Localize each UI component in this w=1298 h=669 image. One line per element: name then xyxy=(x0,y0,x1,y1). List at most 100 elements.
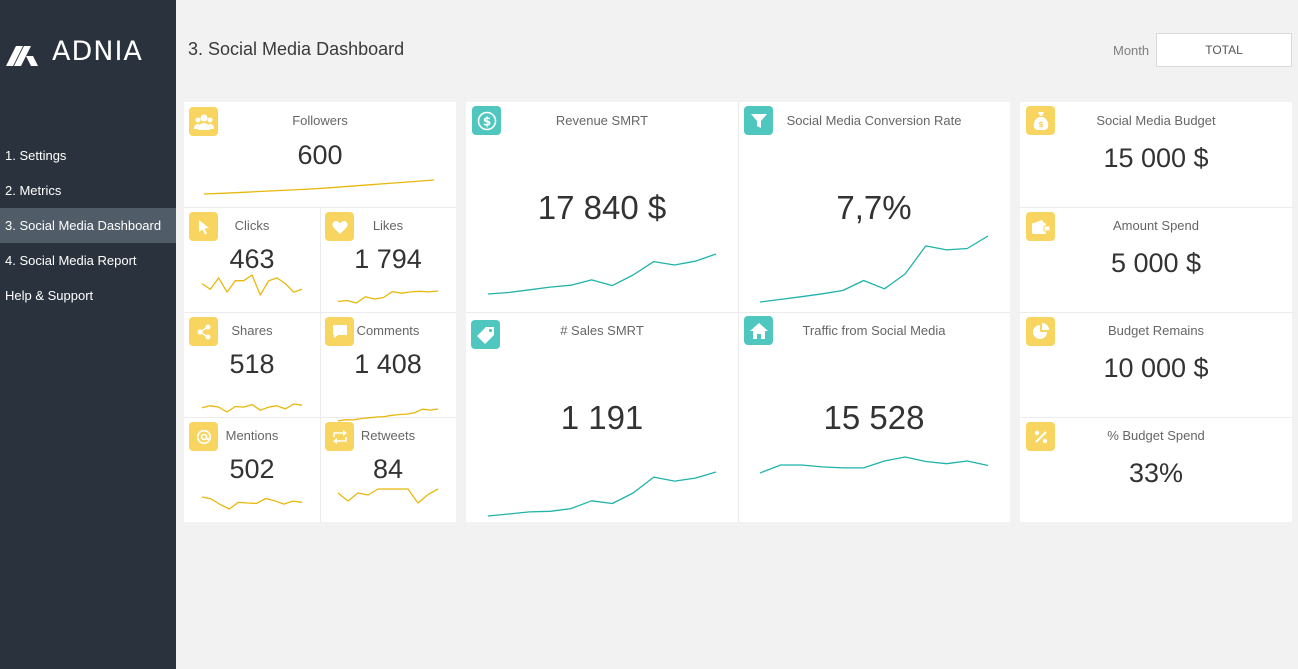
filter-icon xyxy=(744,106,773,135)
remains-value: 10 000 $ xyxy=(1103,353,1209,383)
social-metrics-panel: Followers 600 Clicks 463 Likes 1 794 Sha… xyxy=(184,102,456,522)
percent-icon xyxy=(1026,422,1055,451)
adnia-logo-icon xyxy=(6,46,38,66)
revenue-sales-panel: $ Revenue SMRT 17 840 $ # Sales SMRT 1 1… xyxy=(466,102,738,522)
followers-value: 600 xyxy=(297,140,343,170)
followers-trend-line xyxy=(203,179,435,195)
comments-sparkline xyxy=(337,408,439,422)
spend-label: Amount Spend xyxy=(1112,218,1199,233)
mentions-value: 502 xyxy=(229,454,275,484)
home-icon xyxy=(744,316,773,345)
retweets-card: Retweets 84 xyxy=(320,417,456,522)
logo-text: ADNIA xyxy=(52,35,143,67)
comments-card: Comments 1 408 xyxy=(320,312,456,422)
share-icon xyxy=(189,317,218,346)
traffic-card: Traffic from Social Media 15 528 xyxy=(738,312,1010,522)
traffic-value: 15 528 xyxy=(823,399,925,436)
heart-icon xyxy=(325,212,354,241)
sales-label: # Sales SMRT xyxy=(560,323,644,338)
conversion-value: 7,7% xyxy=(836,189,912,226)
revenue-label: Revenue SMRT xyxy=(555,113,649,128)
shares-label: Shares xyxy=(231,323,273,338)
remains-label: Budget Remains xyxy=(1107,323,1205,338)
wallet-icon xyxy=(1026,212,1055,241)
followers-label: Followers xyxy=(292,113,348,128)
conversion-sparkline xyxy=(759,235,989,303)
pie-chart-icon xyxy=(1026,317,1055,346)
comments-label: Comments xyxy=(356,323,420,338)
traffic-label: Traffic from Social Media xyxy=(802,323,946,338)
svg-text:$: $ xyxy=(482,114,490,128)
followers-sparkline xyxy=(203,179,435,195)
mentions-card: Mentions 502 xyxy=(184,417,320,522)
traffic-trend-line xyxy=(759,456,989,474)
at-icon xyxy=(189,422,218,451)
shares-card: Shares 518 xyxy=(184,312,320,417)
revenue-trend-line xyxy=(487,253,717,295)
likes-value: 1 794 xyxy=(354,244,422,274)
tag-icon xyxy=(471,320,500,349)
page-title: 3. Social Media Dashboard xyxy=(188,39,405,59)
conversion-card: Social Media Conversion Rate 7,7% xyxy=(738,102,1010,312)
clicks-card: Clicks 463 xyxy=(184,207,320,312)
likes-sparkline xyxy=(337,290,439,304)
likes-card: Likes 1 794 xyxy=(320,207,456,312)
spend-card: Amount Spend 5 000 $ xyxy=(1020,207,1292,312)
sidebar-nav: 1. Settings 2. Metrics 3. Social Media D… xyxy=(0,138,176,313)
pct-spend-value: 33% xyxy=(1128,458,1184,488)
clicks-value: 463 xyxy=(229,244,275,274)
sales-value: 1 191 xyxy=(560,399,644,436)
budget-label: Social Media Budget xyxy=(1096,113,1216,128)
comments-value: 1 408 xyxy=(354,349,422,379)
comment-icon xyxy=(325,317,354,346)
shares-value: 518 xyxy=(229,349,275,379)
clicks-label: Clicks xyxy=(234,218,270,233)
mentions-sparkline xyxy=(201,496,303,510)
traffic-sparkline xyxy=(759,456,989,474)
shares-sparkline xyxy=(201,403,303,413)
spend-value: 5 000 $ xyxy=(1110,248,1202,278)
likes-label: Likes xyxy=(372,218,404,233)
sidebar-item-help-support[interactable]: Help & Support xyxy=(5,288,94,303)
month-label: Month xyxy=(1113,43,1150,58)
clicks-trend-line xyxy=(201,274,303,296)
budget-value: 15 000 $ xyxy=(1103,143,1209,173)
svg-text:$: $ xyxy=(1038,120,1044,129)
revenue-card: $ Revenue SMRT 17 840 $ xyxy=(466,102,738,312)
budget-panel: $ Social Media Budget 15 000 $ Amount Sp… xyxy=(1020,102,1292,522)
sidebar-item-metrics[interactable]: 2. Metrics xyxy=(5,183,62,198)
sidebar: ADNIA 1. Settings 2. Metrics 3. Social M… xyxy=(0,0,176,669)
revenue-value: 17 840 $ xyxy=(537,189,667,226)
month-selector[interactable]: TOTAL xyxy=(1156,33,1292,67)
conversion-traffic-panel: Social Media Conversion Rate 7,7% Traffi… xyxy=(738,102,1010,522)
users-icon xyxy=(189,107,218,136)
retweets-trend-line xyxy=(337,488,439,504)
cursor-icon xyxy=(189,212,218,241)
revenue-sparkline xyxy=(487,253,717,295)
budget-card: $ Social Media Budget 15 000 $ xyxy=(1020,102,1292,207)
sidebar-item-social-media-report[interactable]: 4. Social Media Report xyxy=(5,253,137,268)
conversion-label: Social Media Conversion Rate xyxy=(786,113,962,128)
pct-spend-card: % Budget Spend 33% xyxy=(1020,417,1292,522)
retweets-sparkline xyxy=(337,488,439,504)
retweets-label: Retweets xyxy=(360,428,416,443)
conversion-trend-line xyxy=(759,235,989,303)
shares-trend-line xyxy=(201,403,303,413)
remains-card: Budget Remains 10 000 $ xyxy=(1020,312,1292,417)
retweets-value: 84 xyxy=(372,454,404,484)
comments-trend-line xyxy=(337,408,439,422)
sidebar-item-social-media-dashboard[interactable]: 3. Social Media Dashboard xyxy=(0,208,176,243)
pct-spend-label: % Budget Spend xyxy=(1107,428,1205,443)
sales-sparkline xyxy=(487,471,717,517)
logo: ADNIA xyxy=(6,34,143,68)
followers-card: Followers 600 xyxy=(184,102,456,207)
clicks-sparkline xyxy=(201,274,303,296)
dollar-icon: $ xyxy=(472,106,501,135)
sidebar-item-settings[interactable]: 1. Settings xyxy=(5,148,67,163)
retweet-icon xyxy=(325,422,354,451)
sales-card: # Sales SMRT 1 191 xyxy=(466,312,738,522)
likes-trend-line xyxy=(337,290,439,304)
money-bag-icon: $ xyxy=(1026,106,1055,135)
mentions-label: Mentions xyxy=(225,428,279,443)
sales-trend-line xyxy=(487,471,717,517)
